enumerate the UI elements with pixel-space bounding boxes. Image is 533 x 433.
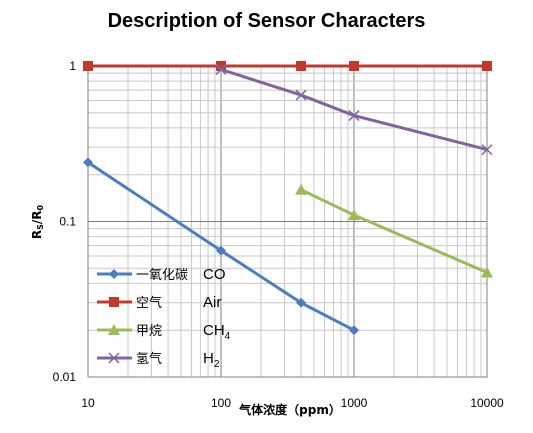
- legend-formula: CO: [203, 266, 226, 283]
- data-point-marker: [216, 245, 226, 256]
- series-line: [220, 68, 488, 152]
- legend-entry: 空气 Air: [97, 294, 221, 311]
- data-point-marker: [109, 269, 119, 279]
- legend-formula: CH4: [203, 322, 231, 342]
- data-point-marker: [482, 61, 492, 71]
- legend-entry: 甲烷 CH4: [97, 322, 231, 342]
- data-point-marker: [108, 352, 120, 364]
- legend-formula: H2: [203, 350, 220, 370]
- data-point-marker: [215, 63, 227, 75]
- x-tick-label: 1000: [341, 396, 368, 410]
- data-point-marker: [481, 144, 493, 156]
- data-point-marker: [296, 61, 307, 71]
- legend-name: 空气: [136, 295, 162, 311]
- x-tick-label: 10: [81, 396, 95, 410]
- series-air: [83, 61, 492, 71]
- legend-name: 甲烷: [136, 324, 162, 339]
- data-point-marker: [348, 209, 360, 221]
- y-tick-label: 0.1: [59, 215, 76, 229]
- data-point-marker: [295, 183, 308, 195]
- data-point-marker: [108, 324, 120, 335]
- chart-title: Description of Sensor Characters: [107, 10, 426, 32]
- data-point-marker: [481, 266, 493, 278]
- series-line: [87, 161, 355, 332]
- legend-formula: Air: [203, 294, 221, 311]
- series-co: [83, 157, 359, 336]
- y-tick-label: 0.01: [53, 370, 77, 384]
- grid-lines: [87, 66, 487, 378]
- data-point-marker: [83, 61, 93, 71]
- series-ch4: [295, 183, 493, 278]
- data-point-marker: [349, 61, 359, 71]
- data-point-marker: [83, 157, 93, 168]
- data-point-marker: [295, 89, 307, 101]
- legend-name: 一氧化碳: [136, 268, 188, 283]
- y-axis-label: RS/R0: [30, 204, 45, 239]
- series-h2: [215, 63, 493, 156]
- data-series: [83, 61, 493, 336]
- legend-entry: 一氧化碳 CO: [97, 266, 226, 283]
- data-point-marker: [296, 297, 307, 308]
- x-tick-label: 100: [211, 396, 231, 410]
- y-tick-label: 1: [69, 59, 76, 73]
- legend-entry: 氢气 H2: [97, 350, 220, 370]
- data-point-marker: [348, 110, 360, 122]
- x-axis-label: 气体浓度（ppm）: [238, 402, 341, 417]
- legend-name: 氢气: [136, 351, 162, 367]
- legend: 一氧化碳 CO 空气 Air 甲烷 CH4 氢气 H2: [97, 266, 231, 370]
- data-point-marker: [216, 61, 226, 71]
- axis-ticks: 10 100 1000 10000 0.01 0.1 1: [53, 59, 504, 410]
- data-point-marker: [109, 297, 119, 307]
- x-tick-label: 10000: [470, 396, 504, 410]
- data-point-marker: [349, 325, 359, 336]
